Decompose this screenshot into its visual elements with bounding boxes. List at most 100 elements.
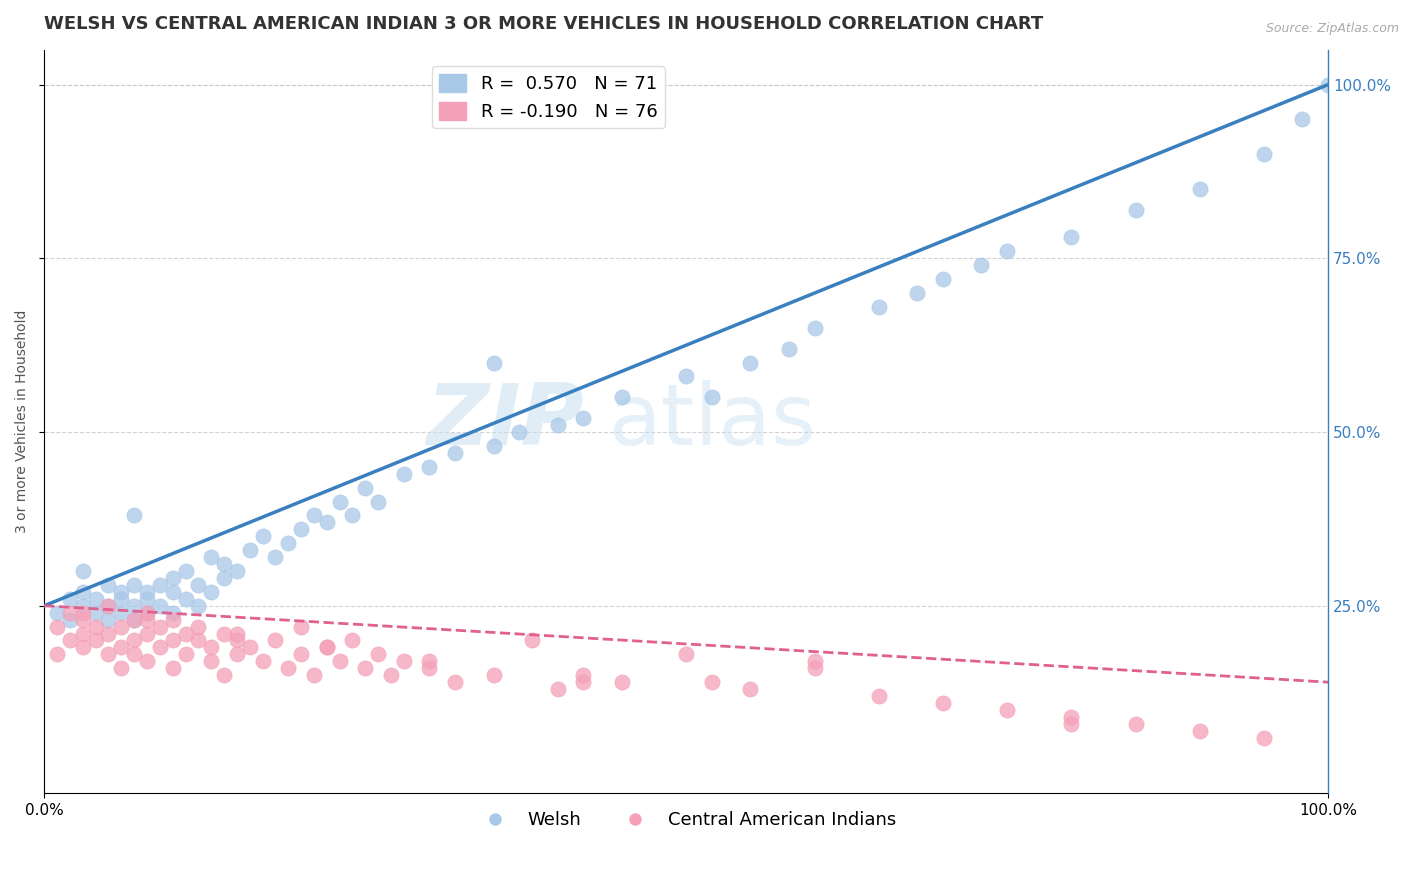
Point (59, 591, 82, 606)
Point (174, 591, 197, 606)
Point (302, 668, 325, 682)
Point (136, 654, 159, 668)
Point (315, 516, 337, 530)
Point (200, 654, 222, 668)
Point (110, 640, 132, 655)
Point (84, 633, 107, 648)
Point (72, 564, 94, 578)
Point (482, 355, 505, 369)
Point (264, 550, 287, 565)
Point (84, 591, 107, 606)
Point (610, 675, 633, 690)
Point (342, 633, 364, 648)
Point (547, 418, 569, 433)
Point (110, 584, 132, 599)
Point (122, 578, 145, 592)
Point (84, 619, 107, 633)
Point (72, 613, 94, 627)
Point (868, 689, 890, 703)
Point (97, 578, 120, 592)
Point (290, 522, 312, 536)
Point (547, 682, 569, 697)
Point (162, 606, 184, 620)
Point (200, 584, 222, 599)
Point (225, 564, 247, 578)
Point (84, 606, 107, 620)
Point (572, 675, 595, 690)
Point (97, 599, 120, 613)
Point (482, 668, 505, 682)
Point (136, 584, 159, 599)
Point (162, 584, 184, 599)
Point (277, 536, 299, 550)
Text: Source: ZipAtlas.com: Source: ZipAtlas.com (1265, 22, 1399, 36)
Point (520, 633, 543, 648)
Point (110, 619, 132, 633)
Point (700, 675, 723, 690)
Point (302, 508, 325, 523)
Point (932, 696, 955, 710)
Point (252, 654, 274, 668)
Point (136, 606, 159, 620)
Point (162, 571, 184, 585)
Point (572, 668, 595, 682)
Point (72, 606, 94, 620)
Point (329, 494, 352, 508)
Point (803, 654, 825, 668)
Point (803, 661, 825, 675)
Point (46, 606, 69, 620)
Point (212, 571, 235, 585)
Point (72, 640, 94, 655)
Point (905, 286, 928, 301)
Point (418, 459, 440, 474)
Text: ZIP: ZIP (426, 380, 583, 463)
Point (97, 613, 120, 627)
Point (122, 599, 145, 613)
Point (225, 633, 247, 648)
Point (354, 481, 377, 495)
Point (187, 633, 209, 648)
Point (277, 661, 299, 675)
Point (418, 654, 440, 668)
Point (97, 599, 120, 613)
Point (1125, 202, 1147, 217)
Point (149, 578, 172, 592)
Point (1125, 717, 1147, 731)
Point (174, 626, 197, 640)
Point (572, 411, 595, 425)
Point (1188, 182, 1211, 196)
Point (239, 640, 262, 655)
Point (59, 633, 82, 648)
Point (700, 390, 723, 404)
Point (610, 390, 633, 404)
Point (740, 355, 762, 369)
Point (136, 626, 159, 640)
Point (315, 640, 337, 655)
Point (110, 606, 132, 620)
Point (1317, 78, 1340, 92)
Point (212, 557, 235, 571)
Point (508, 425, 530, 439)
Point (367, 494, 389, 508)
Point (444, 446, 467, 460)
Point (1060, 230, 1083, 244)
Point (136, 591, 159, 606)
Point (380, 668, 402, 682)
Point (212, 668, 235, 682)
Point (418, 661, 440, 675)
Point (1253, 147, 1275, 161)
Point (290, 619, 312, 633)
Point (46, 619, 69, 633)
Point (1060, 717, 1083, 731)
Text: WELSH VS CENTRAL AMERICAN INDIAN 3 OR MORE VEHICLES IN HOUSEHOLD CORRELATION CHA: WELSH VS CENTRAL AMERICAN INDIAN 3 OR MO… (44, 15, 1043, 33)
Point (200, 550, 222, 565)
Point (932, 272, 955, 286)
Point (1291, 112, 1313, 127)
Point (290, 648, 312, 662)
Point (122, 648, 145, 662)
Point (162, 661, 184, 675)
Point (329, 654, 352, 668)
Point (122, 508, 145, 523)
Point (225, 626, 247, 640)
Point (46, 648, 69, 662)
